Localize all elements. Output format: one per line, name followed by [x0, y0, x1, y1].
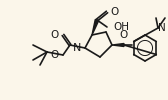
Text: O: O — [110, 7, 118, 17]
Text: O: O — [120, 30, 128, 40]
Text: N: N — [158, 23, 166, 33]
Text: O: O — [51, 30, 59, 40]
Polygon shape — [112, 44, 124, 46]
Text: OH: OH — [113, 22, 129, 32]
Text: O: O — [51, 50, 59, 60]
Text: N: N — [73, 43, 81, 53]
Polygon shape — [92, 19, 99, 35]
